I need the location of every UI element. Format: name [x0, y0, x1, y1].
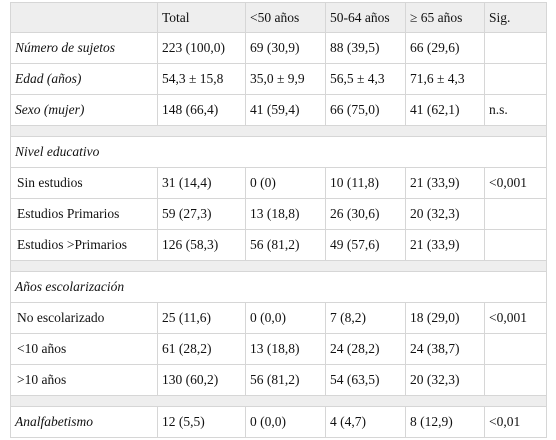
data-row: Analfabetismo 12 (5,5) 0 (0,0) 4 (4,7) 8 (12… — [10, 406, 547, 438]
sig-cell: <0,001 — [484, 167, 547, 199]
value-cell: 0 (0,0) — [245, 406, 326, 438]
data-row: <10 años 61 (28,2) 13 (18,8) 24 (28,2) 24 (3… — [10, 333, 547, 365]
value-cell: 12 (5,5) — [157, 406, 246, 438]
sig-cell — [484, 364, 547, 396]
row-label: Sexo (mujer) — [10, 94, 158, 126]
value-cell: 41 (62,1) — [405, 94, 485, 126]
data-row: Estudios Primarios 59 (27,3) 13 (18,8) 26 (… — [10, 198, 547, 230]
row-label: <10 años — [10, 333, 158, 365]
value-cell: 31 (14,4) — [157, 167, 246, 199]
value-cell: 56 (81,2) — [245, 364, 326, 396]
header-cell: 50-64 años — [325, 2, 406, 33]
sig-cell — [484, 198, 547, 230]
row-label: No escolarizado — [10, 302, 158, 334]
data-row: Sexo (mujer) 148 (66,4) 41 (59,4) 66 (75,0)… — [10, 94, 547, 126]
row-label: Estudios >Primarios — [10, 229, 158, 261]
value-cell: 54,3 ± 15,8 — [157, 63, 246, 95]
row-label: Sin estudios — [10, 167, 158, 199]
spacer-row — [10, 125, 547, 137]
spacer-cell — [10, 395, 547, 407]
value-cell: 24 (28,2) — [325, 333, 406, 365]
spacer-row — [10, 260, 547, 272]
data-row: Edad (años) 54,3 ± 15,8 35,0 ± 9,9 56,5 ± 4… — [10, 63, 547, 95]
value-cell: 66 (75,0) — [325, 94, 406, 126]
data-row: Número de sujetos 223 (100,0) 69 (30,9) 88 … — [10, 32, 547, 64]
value-cell: 61 (28,2) — [157, 333, 246, 365]
data-row: Estudios >Primarios 126 (58,3) 56 (81,2) 49… — [10, 229, 547, 261]
sig-cell — [484, 333, 547, 365]
value-cell: 21 (33,9) — [405, 229, 485, 261]
row-label: Estudios Primarios — [10, 198, 158, 230]
value-cell: 66 (29,6) — [405, 32, 485, 64]
value-cell: 126 (58,3) — [157, 229, 246, 261]
row-label: Edad (años) — [10, 63, 158, 95]
data-row: >10 años 130 (60,2) 56 (81,2) 54 (63,5) 20 (… — [10, 364, 547, 396]
section-row: Años escolarización — [10, 271, 547, 303]
spacer-cell — [10, 125, 547, 137]
header-cell: Total — [157, 2, 246, 33]
row-label: >10 años — [10, 364, 158, 396]
value-cell: 54 (63,5) — [325, 364, 406, 396]
value-cell: 7 (8,2) — [325, 302, 406, 334]
value-cell: 24 (38,7) — [405, 333, 485, 365]
value-cell: 25 (11,6) — [157, 302, 246, 334]
value-cell: 49 (57,6) — [325, 229, 406, 261]
header-cell: Sig. — [484, 2, 547, 33]
value-cell: 223 (100,0) — [157, 32, 246, 64]
value-cell: 13 (18,8) — [245, 198, 326, 230]
value-cell: 148 (66,4) — [157, 94, 246, 126]
row-label: Analfabetismo — [10, 406, 158, 438]
value-cell: 20 (32,3) — [405, 364, 485, 396]
value-cell: 69 (30,9) — [245, 32, 326, 64]
value-cell: 0 (0,0) — [245, 302, 326, 334]
value-cell: 59 (27,3) — [157, 198, 246, 230]
value-cell: 4 (4,7) — [325, 406, 406, 438]
data-row: Sin estudios 31 (14,4) 0 (0) 10 (11,8) 21 (3… — [10, 167, 547, 199]
sig-cell — [484, 32, 547, 64]
header-cell: ≥ 65 años — [405, 2, 485, 33]
header-cell — [10, 2, 158, 33]
spacer-row — [10, 395, 547, 407]
value-cell: 8 (12,9) — [405, 406, 485, 438]
value-cell: 35,0 ± 9,9 — [245, 63, 326, 95]
section-title: Nivel educativo — [10, 136, 547, 168]
header-cell: <50 años — [245, 2, 326, 33]
value-cell: 26 (30,6) — [325, 198, 406, 230]
value-cell: 71,6 ± 4,3 — [405, 63, 485, 95]
value-cell: 18 (29,0) — [405, 302, 485, 334]
header-row: Total <50 años 50-64 años ≥ 65 años Sig. — [10, 2, 547, 33]
section-title: Años escolarización — [10, 271, 547, 303]
sig-cell: <0,001 — [484, 302, 547, 334]
value-cell: 56 (81,2) — [245, 229, 326, 261]
sig-cell — [484, 229, 547, 261]
section-row: Nivel educativo — [10, 136, 547, 168]
row-label: Número de sujetos — [10, 32, 158, 64]
value-cell: 0 (0) — [245, 167, 326, 199]
data-row: No escolarizado 25 (11,6) 0 (0,0) 7 (8,2) 18… — [10, 302, 547, 334]
sig-cell: <0,01 — [484, 406, 547, 438]
value-cell: 21 (33,9) — [405, 167, 485, 199]
value-cell: 20 (32,3) — [405, 198, 485, 230]
sig-cell — [484, 63, 547, 95]
value-cell: 41 (59,4) — [245, 94, 326, 126]
sig-cell: n.s. — [484, 94, 547, 126]
value-cell: 130 (60,2) — [157, 364, 246, 396]
value-cell: 10 (11,8) — [325, 167, 406, 199]
value-cell: 88 (39,5) — [325, 32, 406, 64]
value-cell: 13 (18,8) — [245, 333, 326, 365]
spacer-cell — [10, 260, 547, 272]
data-table: Total <50 años 50-64 años ≥ 65 años Sig. Núme… — [10, 2, 547, 438]
value-cell: 56,5 ± 4,3 — [325, 63, 406, 95]
